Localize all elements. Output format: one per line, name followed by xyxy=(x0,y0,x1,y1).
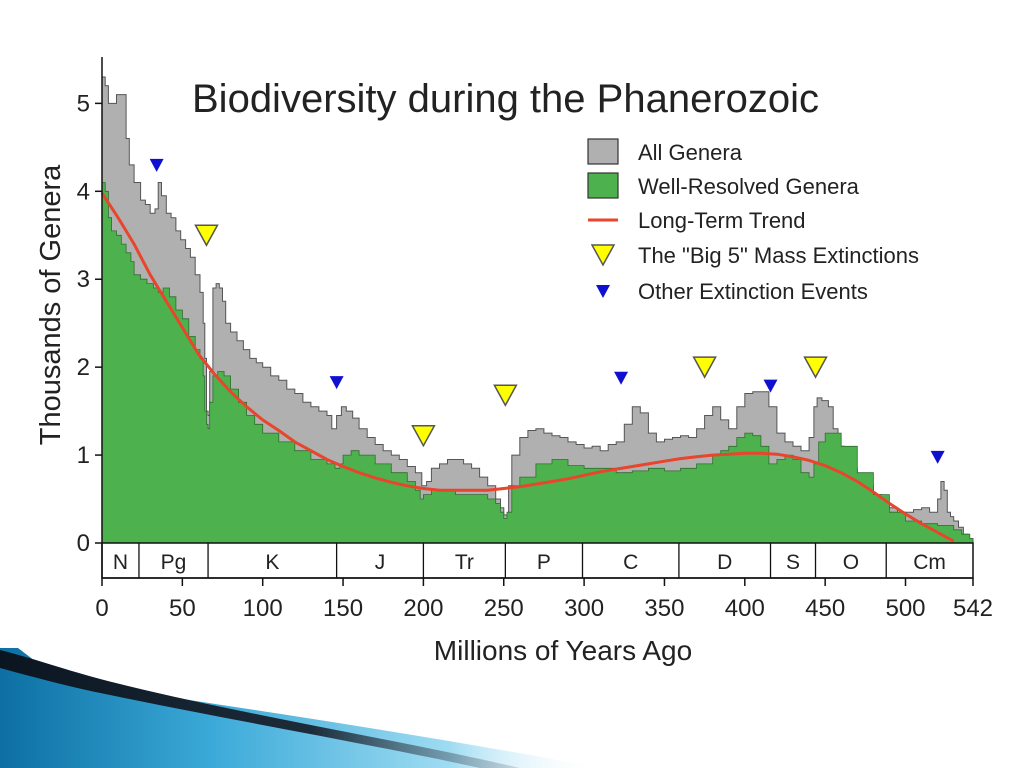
x-tick-label: 300 xyxy=(564,595,604,622)
y-tick-label: 1 xyxy=(77,442,90,469)
period-label: Pg xyxy=(161,551,187,574)
extinction-markers xyxy=(149,158,945,464)
x-tick-label: 150 xyxy=(323,595,363,622)
other-extinction-marker xyxy=(149,158,164,172)
big5-extinction-marker xyxy=(803,356,828,379)
legend-label: Long-Term Trend xyxy=(638,208,806,233)
legend-swatch xyxy=(590,244,616,267)
legend-label: Other Extinction Events xyxy=(638,279,868,304)
x-tick-label: 450 xyxy=(805,595,845,622)
period-bar-frame xyxy=(101,542,974,579)
other-extinction-marker xyxy=(614,371,629,385)
legend-label: Well-Resolved Genera xyxy=(638,174,860,199)
x-axis-label: Millions of Years Ago xyxy=(434,635,692,666)
long-term-trend-line xyxy=(100,192,955,543)
legend-label: All Genera xyxy=(638,140,743,165)
legend-swatch xyxy=(587,138,619,165)
plot-area xyxy=(100,76,974,544)
x-tick-label: 200 xyxy=(403,595,443,622)
period-label: Tr xyxy=(455,551,474,574)
x-tick-label: 400 xyxy=(725,595,765,622)
period-label: J xyxy=(375,551,386,574)
other-extinction-marker xyxy=(763,379,778,393)
legend-swatch xyxy=(587,172,619,199)
x-tick-label: 50 xyxy=(169,595,196,622)
x-tick-label: 0 xyxy=(95,595,108,622)
period-label: S xyxy=(786,551,800,574)
other-extinction-marker xyxy=(930,450,945,464)
x-tick-label: 100 xyxy=(243,595,283,622)
big5-extinction-marker xyxy=(692,356,717,379)
y-tick-label: 2 xyxy=(77,354,90,381)
period-label: O xyxy=(843,551,859,574)
legend-label: The "Big 5" Mass Extinctions xyxy=(638,243,919,268)
geologic-period-bar: N Pg K J Tr P C D S O Cm xyxy=(101,542,974,579)
period-label: K xyxy=(265,551,279,574)
chart-title: Biodiversity during the Phanerozoic xyxy=(192,77,819,121)
big5-extinction-marker xyxy=(493,384,518,407)
period-label: C xyxy=(623,551,638,574)
y-tick-label: 3 xyxy=(77,266,90,293)
period-label: N xyxy=(113,551,128,574)
x-tick-label: 350 xyxy=(644,595,684,622)
x-tick-label: 250 xyxy=(484,595,524,622)
all-genera-area xyxy=(101,76,974,544)
period-label: P xyxy=(537,551,551,574)
y-tick-label: 4 xyxy=(77,178,90,205)
slide-decoration xyxy=(0,648,600,768)
x-tick-label: 500 xyxy=(885,595,925,622)
period-label: D xyxy=(717,551,732,574)
period-label: Cm xyxy=(913,551,946,574)
y-axis-label: Thousands of Genera xyxy=(35,164,67,445)
legend: All Genera Well-Resolved Genera Long-Term … xyxy=(587,138,919,304)
other-extinction-marker xyxy=(329,376,344,390)
y-tick-label: 0 xyxy=(77,530,90,557)
big5-extinction-marker xyxy=(194,224,219,247)
x-tick-label: 542 xyxy=(953,595,993,622)
y-tick-label: 5 xyxy=(77,90,90,117)
big5-extinction-marker xyxy=(411,424,436,448)
legend-swatch xyxy=(596,285,610,298)
